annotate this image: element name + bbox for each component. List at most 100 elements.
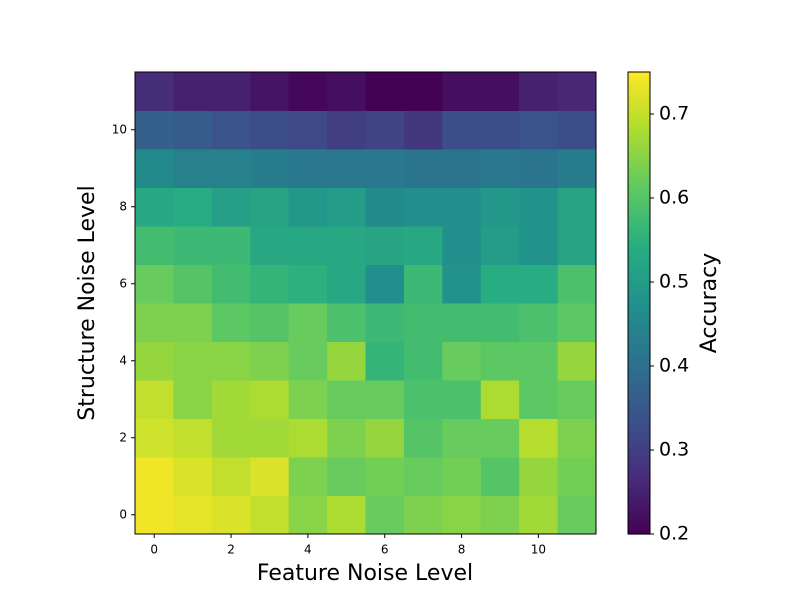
heatmap-cell <box>365 457 405 496</box>
colorbar-segment <box>628 132 650 138</box>
heatmap-cell <box>557 457 597 496</box>
colorbar-segment <box>628 529 650 535</box>
heatmap-cell <box>365 341 405 381</box>
heatmap-cell <box>135 110 174 150</box>
heatmap-cell <box>211 457 251 496</box>
heatmap-cell <box>403 457 443 496</box>
colorbar-segment <box>628 192 650 198</box>
heatmap-cell <box>250 303 290 342</box>
colorbar-segment <box>628 524 650 530</box>
colorbar-segment <box>628 238 650 244</box>
heatmap-cell <box>557 110 597 150</box>
colorbar-segment <box>628 344 650 350</box>
x-tick-label: 6 <box>381 543 389 557</box>
heatmap-cell <box>480 110 520 150</box>
heatmap-cell <box>135 72 174 111</box>
colorbar-segment <box>628 141 650 147</box>
colorbar-tick-label: 0.2 <box>659 523 689 545</box>
heatmap-cell <box>250 495 290 535</box>
heatmap-cell <box>327 341 366 381</box>
heatmap-cell <box>519 226 559 265</box>
colorbar-segment <box>628 252 650 258</box>
heatmap-cell <box>135 341 174 381</box>
colorbar-segment <box>628 90 650 96</box>
heatmap-cell <box>288 380 328 419</box>
heatmap-cell <box>480 149 520 188</box>
heatmap-cell <box>442 72 482 111</box>
colorbar-segment <box>628 293 650 299</box>
heatmap-cell <box>403 226 443 265</box>
heatmap-cell <box>403 110 443 150</box>
colorbar-segment <box>628 506 650 512</box>
heatmap-cell <box>403 187 443 227</box>
y-tick-label: 10 <box>112 122 127 136</box>
heatmap-cell <box>250 110 290 150</box>
heatmap-cell <box>211 495 251 535</box>
colorbar-segment <box>628 266 650 272</box>
colorbar-segment <box>628 229 650 235</box>
colorbar-segment <box>628 210 650 216</box>
colorbar-segment <box>628 275 650 281</box>
heatmap-cell <box>557 226 597 265</box>
colorbar-segment <box>628 349 650 355</box>
colorbar-tick-label: 0.7 <box>659 103 689 125</box>
colorbar-segment <box>628 497 650 503</box>
heatmap-cell <box>480 457 520 496</box>
colorbar-segment <box>628 446 650 452</box>
colorbar-segment <box>628 312 650 318</box>
colorbar-segment <box>628 155 650 161</box>
plot-frame <box>134 71 597 535</box>
heatmap-cell <box>480 226 520 265</box>
colorbar-segment <box>628 478 650 484</box>
colorbar-segment <box>628 353 650 360</box>
heatmap-cell <box>173 495 213 535</box>
x-tick-label: 0 <box>150 543 158 557</box>
heatmap-cell <box>403 149 443 188</box>
colorbar-segment <box>628 367 650 373</box>
heatmap-cell <box>442 380 482 419</box>
colorbar-segment <box>628 164 650 170</box>
heatmap-cell <box>442 303 482 342</box>
heatmap-cell <box>135 303 174 342</box>
heatmap-cell <box>365 149 405 188</box>
colorbar-segment <box>628 279 650 286</box>
colorbar-segment <box>628 224 650 230</box>
heatmap-cell <box>480 418 520 458</box>
colorbar-segment <box>628 450 650 457</box>
colorbar-segment <box>628 432 650 438</box>
colorbar-segment <box>628 510 650 517</box>
colorbar-segment <box>628 381 650 387</box>
heatmap-cell <box>403 264 443 304</box>
colorbar-segment <box>628 72 650 78</box>
heatmap-cell <box>250 187 290 227</box>
heatmap-cell <box>288 226 328 265</box>
colorbar-segment <box>628 335 650 341</box>
heatmap-cell <box>557 72 597 111</box>
x-tick-label: 8 <box>458 543 466 557</box>
heatmap-cell <box>173 457 213 496</box>
heatmap-cell <box>327 418 366 458</box>
colorbar-segment <box>628 400 650 406</box>
heatmap-cell <box>135 149 174 188</box>
heatmap-cell <box>557 418 597 458</box>
colorbar-segment <box>628 99 650 105</box>
heatmap-cell <box>250 341 290 381</box>
heatmap-cell <box>557 495 597 535</box>
colorbar-segment <box>628 390 650 396</box>
heatmap-cell <box>365 226 405 265</box>
heatmap-cell <box>211 264 251 304</box>
heatmap-cell <box>250 149 290 188</box>
heatmap-cell <box>173 226 213 265</box>
colorbar-segment <box>628 261 650 267</box>
colorbar-segment <box>628 173 650 179</box>
heatmap-cell <box>135 226 174 265</box>
colorbar-segment <box>628 108 650 115</box>
y-axis-label: Structure Noise Level <box>75 185 100 420</box>
heatmap-cell <box>288 495 328 535</box>
heatmap-cell <box>135 495 174 535</box>
colorbar-segment <box>628 455 650 461</box>
heatmap-cell <box>519 303 559 342</box>
heatmap-cell <box>288 187 328 227</box>
heatmap-cell <box>403 341 443 381</box>
heatmap-cell <box>327 226 366 265</box>
